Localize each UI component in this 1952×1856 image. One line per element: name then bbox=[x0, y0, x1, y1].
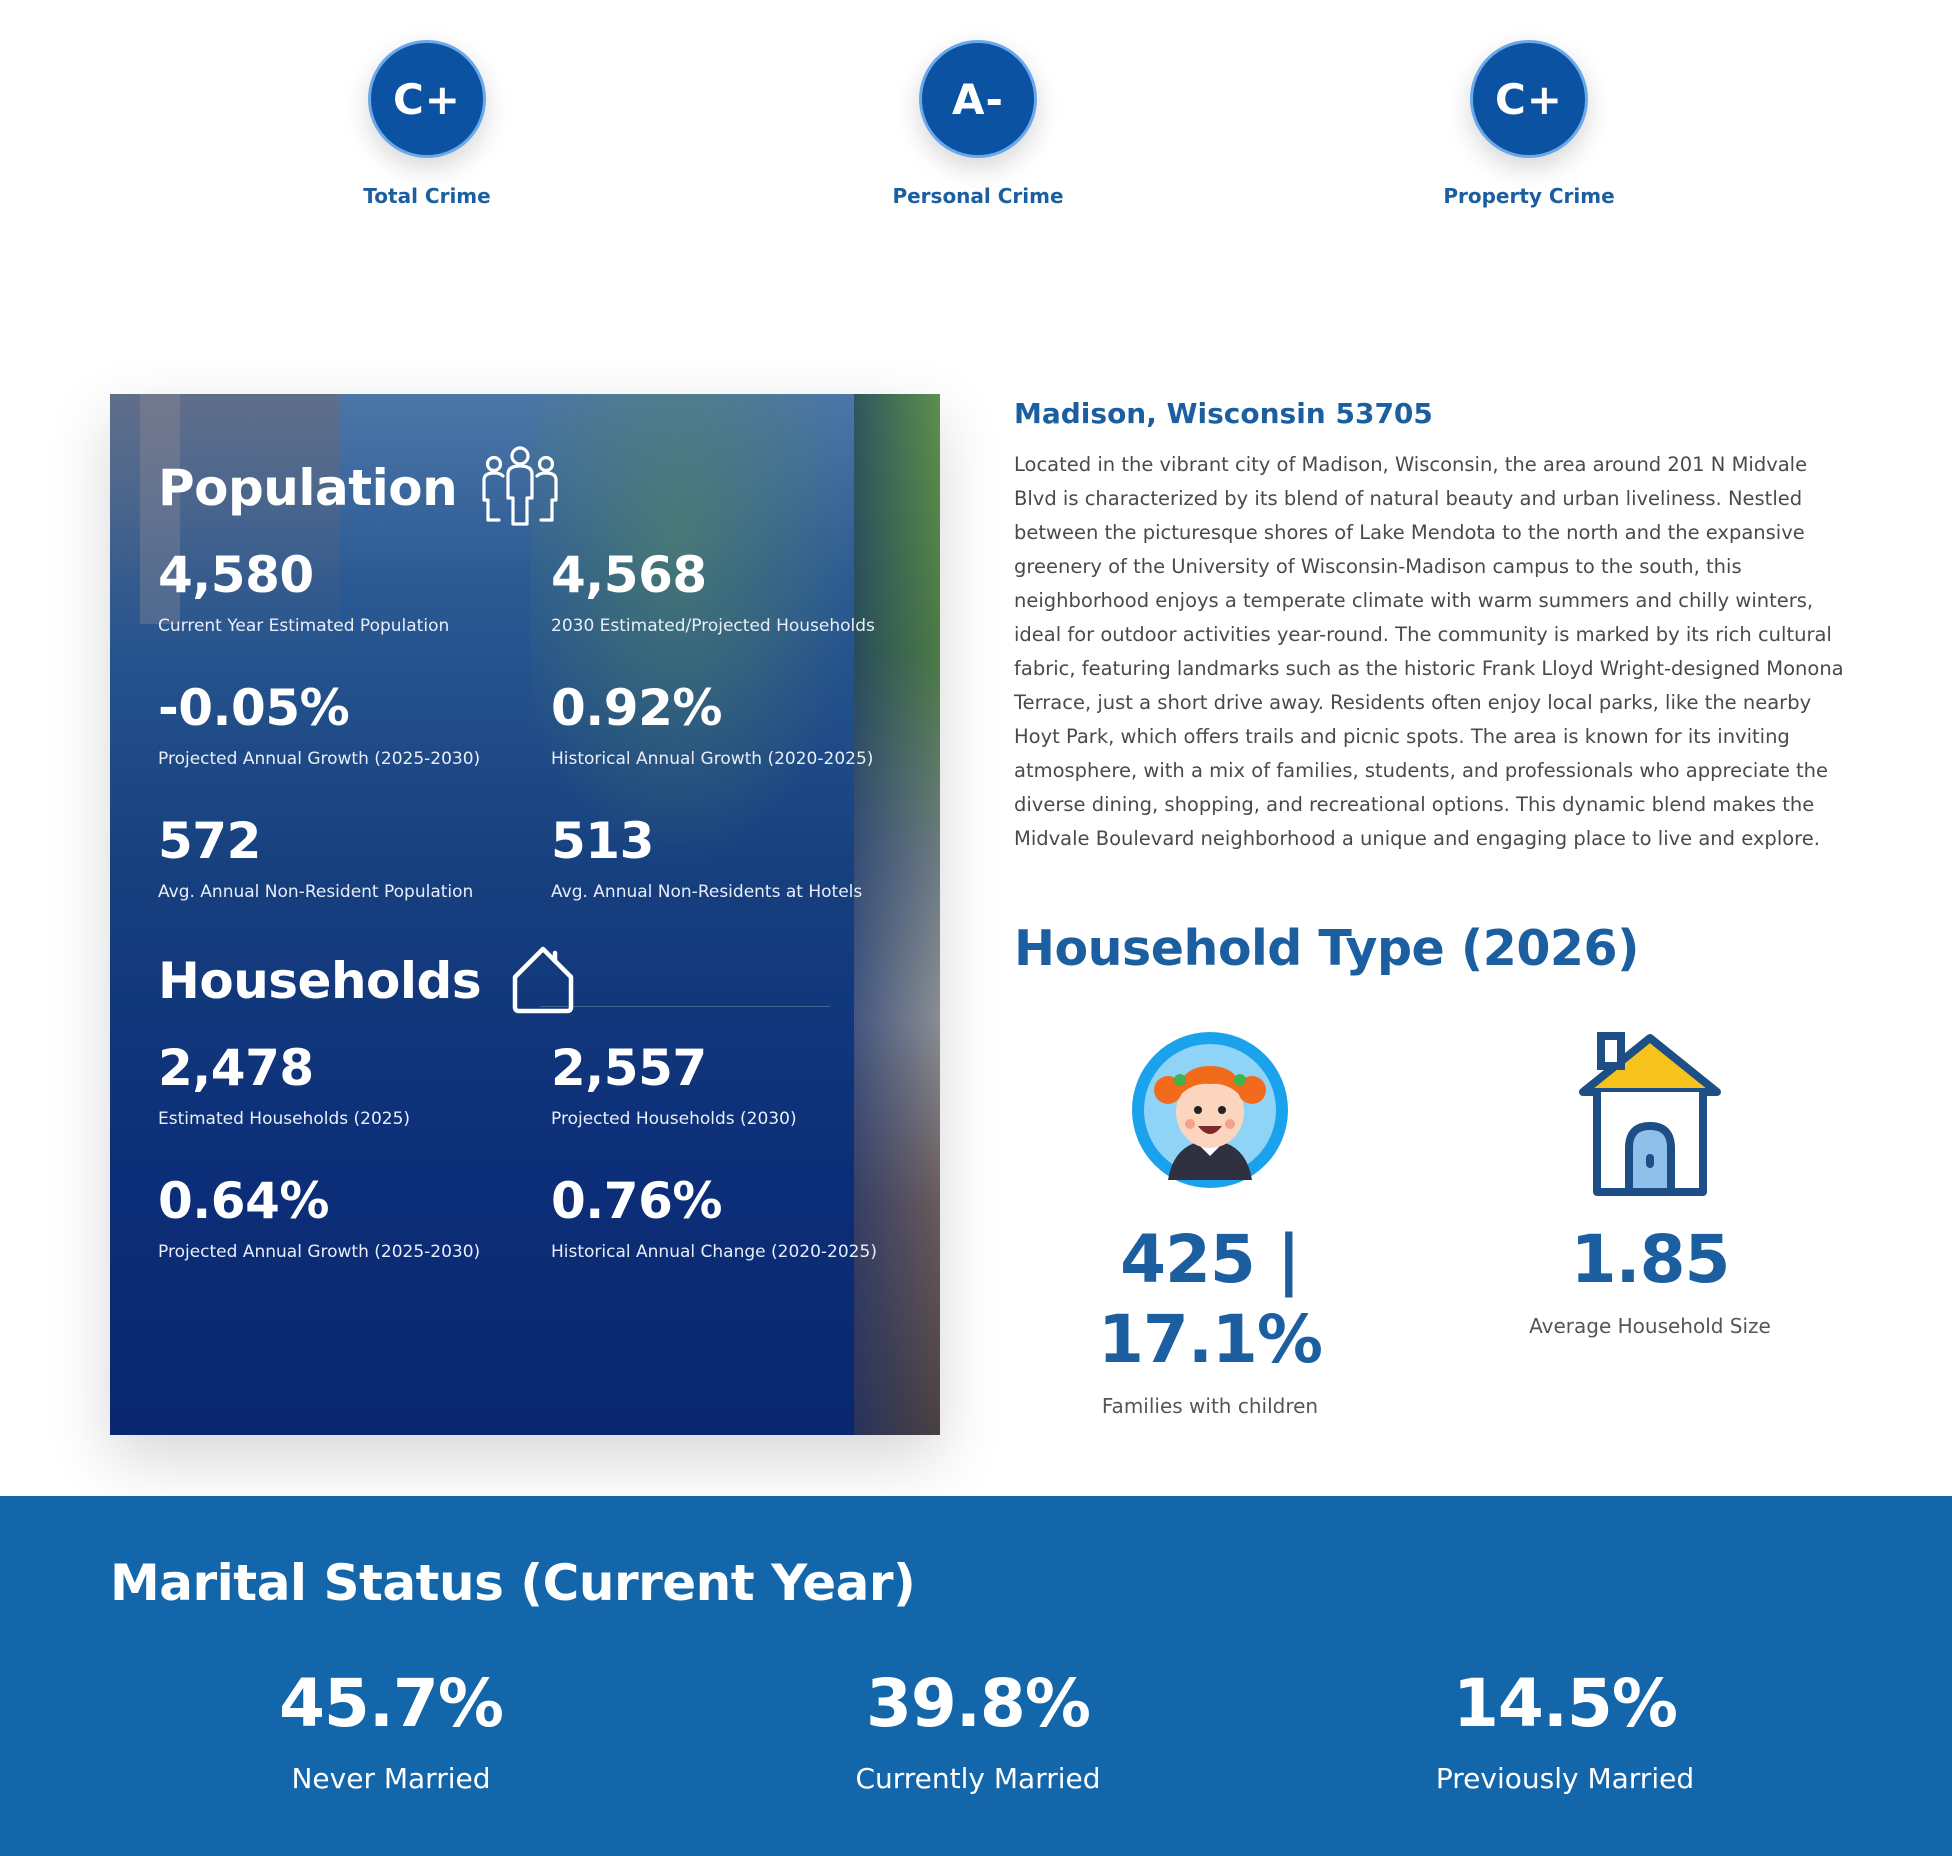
average-household-size-label: Average Household Size bbox=[1529, 1314, 1771, 1338]
households-header: Households bbox=[158, 935, 878, 1027]
household-type-title: Household Type (2026) bbox=[1014, 920, 1640, 977]
stat-value: 0.64% bbox=[158, 1172, 329, 1230]
marital-previously-married: 14.5% Previously Married bbox=[1355, 1664, 1775, 1795]
grade-badge: C+ bbox=[1470, 40, 1588, 158]
average-household-size: 1.85 Average Household Size bbox=[1440, 1030, 1860, 1338]
stat-projected-growth: -0.05% Projected Annual Growth (2025-203… bbox=[158, 673, 551, 806]
background-photo bbox=[854, 394, 940, 1435]
grade-label: Total Crime bbox=[363, 184, 491, 208]
families-with-children-label: Families with children bbox=[1101, 1394, 1319, 1418]
stat-non-resident-population: 572 Avg. Annual Non-Resident Population bbox=[158, 806, 551, 939]
house-outline-icon bbox=[509, 943, 577, 1019]
grade-property-crime: C+ Property Crime bbox=[1379, 40, 1679, 208]
stat-label: Projected Annual Growth (2025-2030) bbox=[158, 1242, 481, 1262]
stat-label: Current Year Estimated Population bbox=[158, 616, 450, 636]
stat-label: Avg. Annual Non-Residents at Hotels bbox=[551, 882, 863, 902]
stat-label: Historical Annual Change (2020-2025) bbox=[551, 1242, 877, 1262]
location-section: Madison, Wisconsin 53705 Located in the … bbox=[1014, 394, 1854, 856]
stat-projected-households: 2,557 Projected Households (2030) bbox=[551, 1033, 878, 1166]
stat-label: Estimated Households (2025) bbox=[158, 1109, 411, 1129]
divider bbox=[540, 1006, 830, 1007]
grade-badge: A- bbox=[919, 40, 1037, 158]
marital-currently-married: 39.8% Currently Married bbox=[768, 1664, 1188, 1795]
stat-households-historical-change: 0.76% Historical Annual Change (2020-202… bbox=[551, 1166, 878, 1299]
child-face-icon bbox=[1130, 1030, 1290, 1190]
stat-label: Projected Households (2030) bbox=[551, 1109, 797, 1129]
location-description: Located in the vibrant city of Madison, … bbox=[1014, 453, 1844, 850]
stat-current-population: 4,580 Current Year Estimated Population bbox=[158, 540, 551, 673]
marital-value: 39.8% bbox=[866, 1665, 1091, 1742]
stat-households-projected-growth: 0.64% Projected Annual Growth (2025-2030… bbox=[158, 1166, 551, 1299]
background-photo bbox=[140, 394, 180, 624]
grade-badge: C+ bbox=[368, 40, 486, 158]
marital-label: Currently Married bbox=[855, 1762, 1101, 1795]
background-photo bbox=[110, 394, 340, 654]
crime-grades: C+ Total Crime A- Personal Crime C+ Prop… bbox=[0, 0, 1952, 300]
marital-label: Never Married bbox=[291, 1762, 491, 1795]
grade-label: Property Crime bbox=[1443, 184, 1615, 208]
households-title: Households bbox=[158, 952, 482, 1010]
stat-value: 513 bbox=[551, 812, 654, 870]
marital-status-section: Marital Status (Current Year) 45.7% Neve… bbox=[0, 1496, 1952, 1856]
stat-value: 2,557 bbox=[551, 1039, 707, 1097]
families-with-children: 425 | 17.1% Families with children bbox=[1000, 1030, 1420, 1418]
stat-value: 2,478 bbox=[158, 1039, 314, 1097]
stat-projected-households-2030: 4,568 2030 Estimated/Projected Household… bbox=[551, 540, 878, 673]
house-icon bbox=[1565, 1030, 1735, 1200]
grade-label: Personal Crime bbox=[892, 184, 1064, 208]
marital-never-married: 45.7% Never Married bbox=[181, 1664, 601, 1795]
stat-label: Avg. Annual Non-Resident Population bbox=[158, 882, 474, 902]
population-header: Population bbox=[158, 442, 878, 534]
stat-non-residents-hotels: 513 Avg. Annual Non-Residents at Hotels bbox=[551, 806, 878, 939]
people-group-icon bbox=[479, 444, 561, 532]
stat-label: 2030 Estimated/Projected Households bbox=[551, 616, 875, 636]
grade-total-crime: C+ Total Crime bbox=[277, 40, 577, 208]
marital-value: 45.7% bbox=[279, 1665, 504, 1742]
marital-status-title: Marital Status (Current Year) bbox=[110, 1554, 916, 1612]
stat-value: 0.76% bbox=[551, 1172, 722, 1230]
stat-label: Projected Annual Growth (2025-2030) bbox=[158, 749, 481, 769]
stat-value: 572 bbox=[158, 812, 261, 870]
families-with-children-value: 425 | 17.1% bbox=[1098, 1221, 1323, 1378]
location-title: Madison, Wisconsin 53705 bbox=[1014, 397, 1433, 430]
marital-label: Previously Married bbox=[1435, 1762, 1695, 1795]
marital-value: 14.5% bbox=[1453, 1665, 1678, 1742]
stat-value: 4,580 bbox=[158, 546, 314, 604]
average-household-size-value: 1.85 bbox=[1570, 1221, 1731, 1298]
background-photo bbox=[530, 394, 860, 874]
stat-value: 4,568 bbox=[551, 546, 707, 604]
stat-estimated-households: 2,478 Estimated Households (2025) bbox=[158, 1033, 551, 1166]
stat-value: -0.05% bbox=[158, 679, 350, 737]
population-card: Population 4,580 Current Year Estimated … bbox=[110, 394, 940, 1435]
stat-value: 0.92% bbox=[551, 679, 722, 737]
grade-personal-crime: A- Personal Crime bbox=[828, 40, 1128, 208]
stat-historical-growth: 0.92% Historical Annual Growth (2020-202… bbox=[551, 673, 878, 806]
population-title: Population bbox=[158, 459, 458, 517]
stat-label: Historical Annual Growth (2020-2025) bbox=[551, 749, 874, 769]
